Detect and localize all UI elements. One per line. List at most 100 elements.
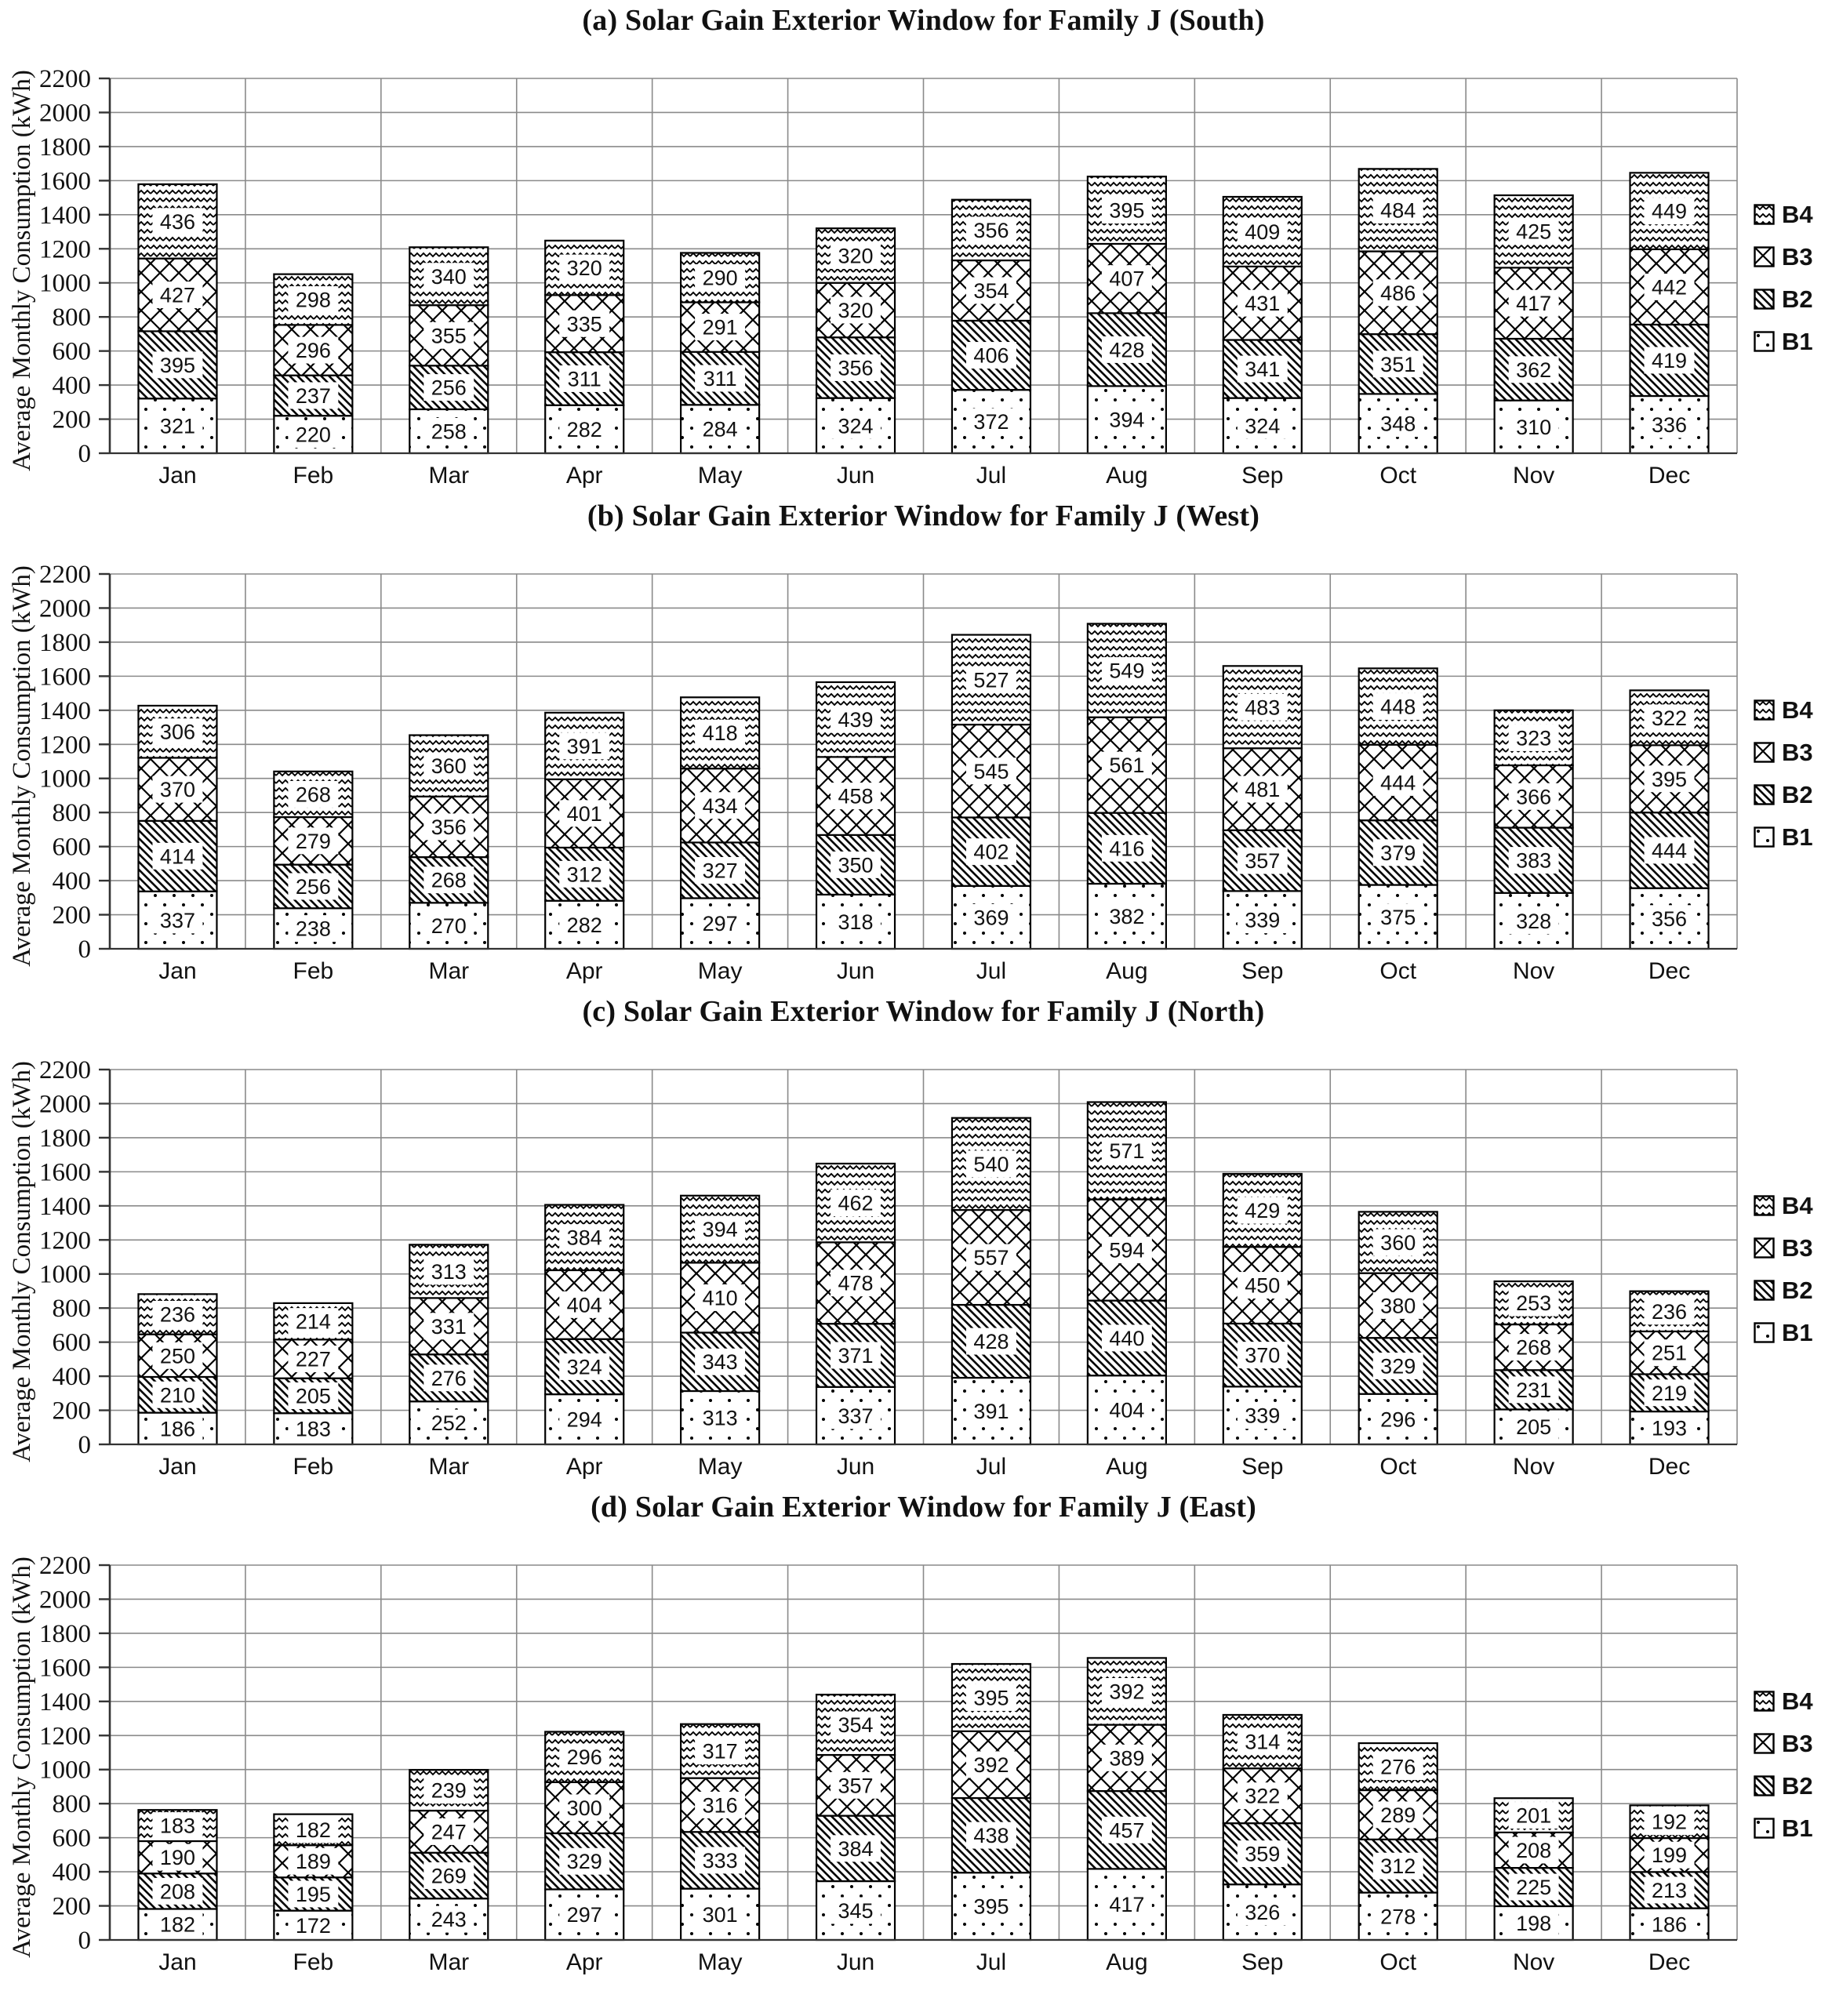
chart-b-title: (b) Solar Gain Exterior Window for Famil…	[587, 499, 1260, 532]
segment-label-box	[1644, 411, 1695, 438]
segment-label-box	[831, 296, 881, 324]
segment-label: 320	[838, 299, 874, 322]
chart-b-legend: B4 B3 B2 B1	[1754, 698, 1813, 849]
y-tick-label: 1000	[39, 765, 91, 794]
y-tick-labels: 0 200 400 600 800 1000 1200 1400 1600 1800 2000 220…	[39, 561, 91, 964]
segment-label: 357	[838, 1774, 874, 1797]
segment-label-box	[1101, 903, 1152, 930]
segment-label-box	[1372, 768, 1423, 796]
legend-item: B1	[1754, 1816, 1813, 1840]
legend-item: B1	[1754, 825, 1813, 849]
segment-label: 440	[1109, 1327, 1144, 1350]
legend-label: B4	[1782, 1191, 1813, 1219]
y-tick-label: 600	[53, 1329, 92, 1357]
segment-label-box	[1372, 1291, 1423, 1319]
y-tick-label: 2000	[39, 594, 91, 623]
y-tick-label: 1000	[39, 270, 91, 298]
segment-label: 462	[838, 1192, 874, 1215]
segment-label-box	[559, 365, 610, 392]
segment-label: 339	[1245, 909, 1280, 932]
segment-label: 410	[703, 1286, 738, 1309]
segment-label: 247	[431, 1820, 467, 1843]
segment-label-box	[1644, 765, 1695, 793]
y-tick-label: 1000	[39, 1756, 91, 1785]
month-label: Dec	[1648, 958, 1690, 984]
y-tick-label: 0	[78, 1431, 92, 1459]
legend-item: B3	[1754, 740, 1813, 765]
segment-label: 382	[1109, 905, 1144, 928]
month-label: Aug	[1106, 1949, 1147, 1975]
y-tick-label: 1200	[39, 235, 91, 263]
segment-label: 251	[1652, 1342, 1687, 1365]
month-label: Mar	[428, 463, 469, 489]
segment-label: 172	[296, 1914, 331, 1938]
bar-segment-b2	[950, 1796, 1032, 1874]
chart-d-plot: 182 208 190 183 172 195 189 182 243 269 247 239 297 3…	[39, 1552, 1738, 1975]
month-label: May	[698, 463, 743, 489]
segment-label: 331	[431, 1315, 467, 1339]
y-tick-label: 200	[53, 1397, 92, 1426]
segment-label-box	[288, 873, 339, 900]
segment-label-box	[1372, 1852, 1423, 1880]
bar-segment-b4	[137, 1293, 218, 1335]
segment-label-box	[965, 1244, 1016, 1271]
segment-label-box	[152, 718, 203, 746]
segment-label: 199	[1652, 1843, 1687, 1867]
bar-segment-b4	[409, 1769, 489, 1812]
segment-label-box	[423, 813, 474, 841]
segment-label: 438	[973, 1824, 1009, 1847]
segment-label: 450	[1245, 1274, 1280, 1298]
segment-label: 448	[1380, 696, 1416, 719]
chart-section-a: (a) Solar Gain Exterior Window for Famil…	[0, 0, 1821, 496]
legend-label: B3	[1782, 1233, 1813, 1262]
segment-label-box	[965, 1893, 1016, 1920]
segment-label-box	[559, 860, 610, 888]
month-label: Aug	[1106, 958, 1147, 984]
segment-label-box	[1508, 1289, 1559, 1317]
segment-label: 391	[973, 1400, 1009, 1423]
segment-label: 380	[1380, 1294, 1416, 1317]
segment-label: 561	[1109, 754, 1144, 777]
segment-label: 340	[431, 265, 467, 289]
legend-swatch-zigzag-icon	[1754, 1690, 1775, 1712]
segment-label: 326	[1245, 1901, 1280, 1924]
segment-label: 219	[1652, 1382, 1687, 1405]
y-tick-labels: 0 200 400 600 800 1000 1200 1400 1600 1800 2000 220…	[39, 1056, 91, 1459]
segment-label: 428	[1109, 338, 1144, 361]
segment-label-box	[288, 915, 339, 943]
segment-label-box	[559, 911, 610, 939]
x-category-labels: Jan Feb Mar Apr May Jun Jul Aug Sep Oct Nov Dec	[158, 1454, 1690, 1480]
segment-label-box	[152, 842, 203, 870]
segment-label-box	[831, 1835, 881, 1862]
y-tick-label: 1800	[39, 133, 91, 162]
segment-label-box	[1101, 1816, 1152, 1843]
segment-label: 414	[160, 845, 195, 868]
segment-label-box	[1372, 1405, 1423, 1433]
segment-label-box	[423, 1364, 474, 1392]
segment-label: 294	[567, 1408, 602, 1432]
segment-label-box	[1237, 355, 1288, 383]
segment-label-box	[831, 1771, 881, 1799]
segment-label-box	[1372, 351, 1423, 378]
segment-label: 278	[1380, 1905, 1416, 1928]
segment-label-box	[695, 365, 746, 392]
segment-label: 276	[431, 1367, 467, 1390]
segment-label: 282	[567, 914, 602, 937]
legend-swatch-diagonal-icon	[1754, 288, 1775, 310]
segment-label: 313	[431, 1260, 467, 1284]
month-label: Jun	[837, 1454, 874, 1480]
legend-swatch-crosshatch-icon	[1754, 1732, 1775, 1754]
segment-label-box	[695, 1284, 746, 1311]
segment-label: 389	[1109, 1746, 1144, 1770]
month-label: Jan	[158, 958, 196, 984]
segment-label-box	[288, 421, 339, 449]
legend-swatch-crosshatch-icon	[1754, 1237, 1775, 1259]
segment-label: 284	[703, 418, 738, 441]
segment-label-box	[288, 827, 339, 855]
segment-label-box	[1101, 834, 1152, 862]
month-label: Oct	[1379, 1454, 1416, 1480]
month-label: Dec	[1648, 463, 1690, 489]
segment-label: 417	[1109, 1893, 1144, 1916]
bar-segment-b4	[409, 734, 489, 797]
segment-label: 236	[1652, 1300, 1687, 1324]
